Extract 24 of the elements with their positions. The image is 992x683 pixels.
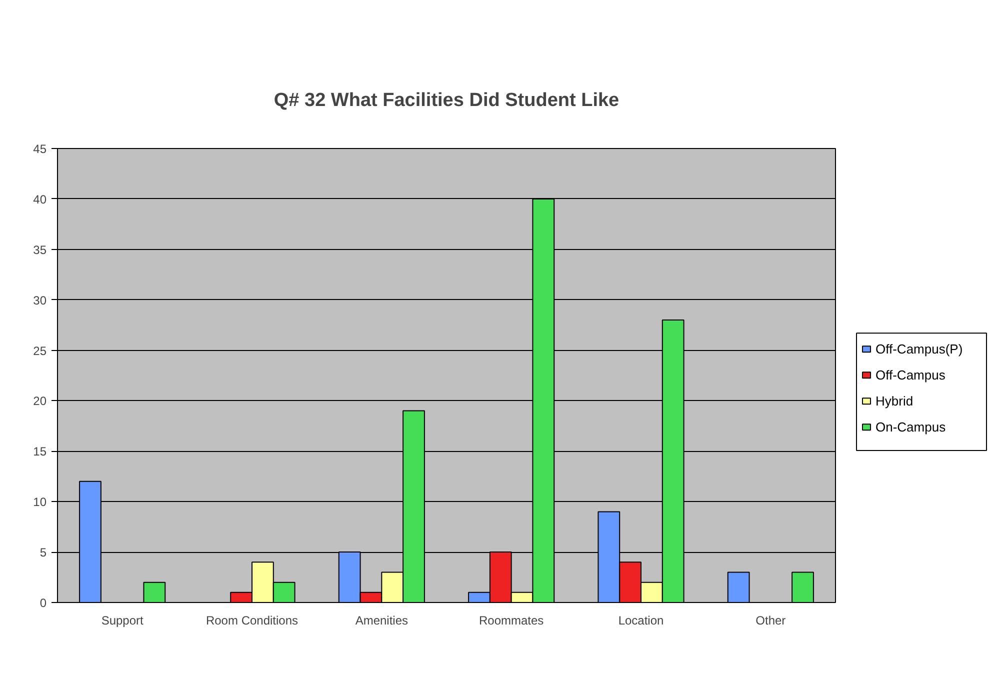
y-tick-label: 20: [33, 394, 47, 408]
x-tick-label: Room Conditions: [206, 614, 298, 628]
y-tick-label: 45: [33, 142, 47, 156]
x-tick-label: Location: [618, 614, 664, 628]
y-tick-label: 30: [33, 293, 47, 308]
bar: [143, 582, 166, 602]
legend-label: Off-Campus(P): [876, 342, 963, 357]
x-tick-label: Amenities: [355, 614, 408, 628]
legend-label: Hybrid: [876, 394, 914, 409]
legend-label: On-Campus: [876, 420, 946, 435]
bar: [792, 572, 814, 602]
x-tick-label: Support: [101, 614, 144, 628]
chart-title: Q# 32 What Facilities Did Student Like: [274, 90, 620, 111]
y-tick-label: 15: [33, 444, 47, 459]
x-tick-label: Other: [756, 614, 786, 628]
y-tick-label: 5: [40, 546, 47, 560]
y-tick-label: 25: [33, 344, 47, 358]
x-tick-label: Roommates: [478, 614, 544, 628]
y-tick-label: 10: [33, 495, 47, 510]
y-tick-label: 0: [40, 596, 47, 610]
bar: [727, 572, 750, 602]
legend-label: Off-Campus: [876, 368, 946, 383]
y-tick-label: 35: [33, 242, 47, 257]
y-tick-label: 40: [33, 192, 47, 206]
